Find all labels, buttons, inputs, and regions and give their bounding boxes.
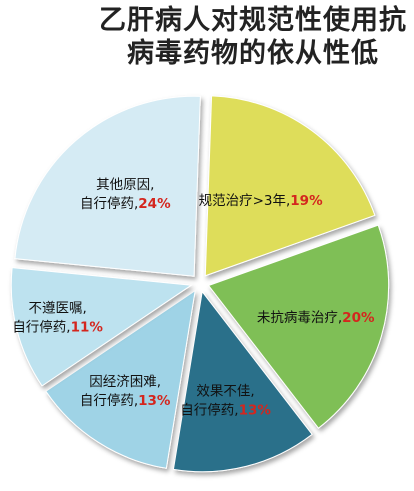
slice-percent: 11% xyxy=(71,319,104,335)
slice-percent: 19% xyxy=(290,193,323,209)
slice-percent: 13% xyxy=(138,393,171,409)
slice-label-line: 自行停药, xyxy=(12,318,70,335)
slice-label-3: 效果不佳, 自行停药,13% xyxy=(180,383,271,418)
pie-slice-4 xyxy=(45,289,196,469)
slice-label-4: 因经济困难, 自行停药,13% xyxy=(80,374,171,409)
pie-slice-2 xyxy=(207,224,390,429)
chart-title-line-1: 乙肝病人对规范性使用抗 xyxy=(99,5,407,36)
slice-percent: 20% xyxy=(342,310,375,326)
chart-title: 乙肝病人对规范性使用抗 病毒药物的依从性低 xyxy=(96,4,410,70)
pie-slice-3 xyxy=(172,290,313,473)
slice-label-line: 规范治疗>3年, xyxy=(199,193,291,209)
pie-slice-1 xyxy=(204,95,376,277)
slice-label-line: 自行停药, xyxy=(80,195,138,212)
slice-percent: 13% xyxy=(239,402,272,418)
slice-label-line: 未抗病毒治疗, xyxy=(257,310,342,326)
slice-label-6: 其他原因, 自行停药,24% xyxy=(80,177,171,212)
slice-label-line: 其他原因, xyxy=(96,177,154,193)
slice-label-1: 规范治疗>3年,19% xyxy=(199,193,323,209)
slice-label-line: 自行停药, xyxy=(80,392,138,409)
slice-percent: 24% xyxy=(138,196,171,212)
pie-slice-6 xyxy=(14,95,201,277)
pie-slice-5 xyxy=(10,267,193,387)
slice-label-2: 未抗病毒治疗,20% xyxy=(257,310,375,326)
slice-label-line: 因经济困难, xyxy=(89,374,161,390)
slice-label-line: 自行停药, xyxy=(180,401,238,418)
slice-label-5: 不遵医嘱, 自行停药,11% xyxy=(12,299,103,335)
slice-label-line: 效果不佳, xyxy=(196,383,254,399)
slice-label-line: 不遵医嘱, xyxy=(28,299,86,316)
chart-title-line-2: 病毒药物的依从性低 xyxy=(127,38,379,69)
